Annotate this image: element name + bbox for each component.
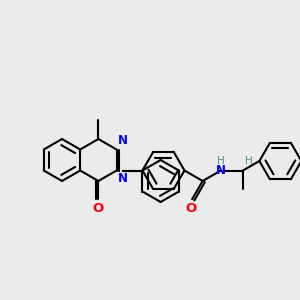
Text: N: N (118, 172, 128, 185)
Text: O: O (93, 202, 104, 215)
Text: H: H (217, 155, 225, 166)
Text: H: H (245, 155, 253, 166)
Text: O: O (185, 202, 197, 215)
Text: N: N (118, 134, 128, 148)
Text: N: N (216, 164, 226, 177)
